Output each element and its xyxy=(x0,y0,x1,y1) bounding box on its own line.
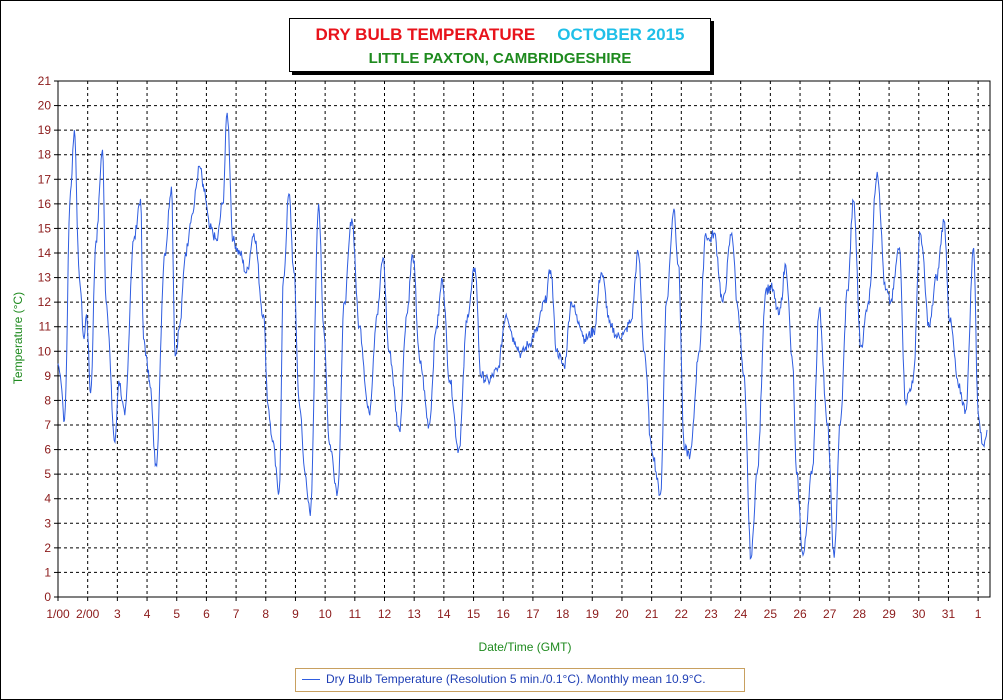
y-tick-label: 12 xyxy=(38,295,52,309)
series-layer xyxy=(57,112,988,560)
x-tick-label: 8 xyxy=(262,607,269,621)
y-tick-label: 13 xyxy=(38,271,52,285)
series-line-dry-bulb-temperature xyxy=(57,112,988,560)
y-tick-label: 21 xyxy=(38,74,52,88)
x-tick-label: 6 xyxy=(203,607,210,621)
x-axis-title: Date/Time (GMT) xyxy=(479,640,572,654)
y-tick-label: 7 xyxy=(44,418,51,432)
y-tick-label: 1 xyxy=(44,565,51,579)
y-tick-label: 19 xyxy=(38,123,52,137)
x-tick-label: 23 xyxy=(704,607,718,621)
plot-area xyxy=(57,80,991,598)
x-tick-label: 4 xyxy=(144,607,151,621)
x-tick-label: 28 xyxy=(853,607,867,621)
y-tick-label: 0 xyxy=(44,590,51,604)
legend-swatch xyxy=(302,679,320,680)
x-tick-label: 1/00 xyxy=(46,607,70,621)
x-tick-label: 20 xyxy=(615,607,629,621)
x-tick-label: 18 xyxy=(556,607,570,621)
x-tick-label: 12 xyxy=(378,607,392,621)
x-tick-label: 30 xyxy=(912,607,926,621)
x-tick-label: 22 xyxy=(675,607,689,621)
y-tick-label: 6 xyxy=(44,443,51,457)
x-tick-label: 27 xyxy=(823,607,837,621)
y-tick-label: 17 xyxy=(38,172,52,186)
chart-subtitle: LITTLE PAXTON, CAMBRIDGESHIRE xyxy=(368,50,632,67)
x-tick-label: 25 xyxy=(764,607,778,621)
x-tick-label: 19 xyxy=(586,607,600,621)
x-tick-label: 2/00 xyxy=(76,607,100,621)
y-tick-label: 8 xyxy=(44,393,51,407)
x-tick-label: 7 xyxy=(233,607,240,621)
x-tick-label: 26 xyxy=(793,607,807,621)
x-tick-label: 14 xyxy=(437,607,451,621)
y-tick-label: 10 xyxy=(38,344,52,358)
x-tick-label: 5 xyxy=(173,607,180,621)
title-box: DRY BULB TEMPERATURE OCTOBER 2015 LITTLE … xyxy=(289,18,711,72)
chart-period: OCTOBER 2015 xyxy=(557,25,685,44)
legend-label: Dry Bulb Temperature (Resolution 5 min./… xyxy=(326,672,706,686)
x-tick-label: 17 xyxy=(526,607,540,621)
x-tick-label: 29 xyxy=(882,607,896,621)
x-tick-label: 15 xyxy=(467,607,481,621)
x-tick-label: 9 xyxy=(292,607,299,621)
x-tick-label: 16 xyxy=(497,607,511,621)
y-axis-title: Temperature (°C) xyxy=(11,292,25,384)
x-tick-label: 13 xyxy=(407,607,421,621)
y-tick-label: 20 xyxy=(38,99,52,113)
y-tick-label: 11 xyxy=(39,320,52,334)
y-tick-label: 4 xyxy=(44,492,51,506)
y-tick-label: 3 xyxy=(44,516,51,530)
y-tick-label: 9 xyxy=(44,369,51,383)
y-tick-label: 18 xyxy=(38,148,52,162)
y-tick-label: 15 xyxy=(38,221,52,235)
x-tick-label: 11 xyxy=(349,607,362,621)
title-line: DRY BULB TEMPERATURE OCTOBER 2015 xyxy=(290,25,710,45)
legend: Dry Bulb Temperature (Resolution 5 min./… xyxy=(295,668,745,692)
x-tick-label: 1 xyxy=(975,607,982,621)
y-tick-label: 5 xyxy=(44,467,51,481)
y-tick-label: 16 xyxy=(38,197,52,211)
x-tick-label: 3 xyxy=(114,607,121,621)
y-tick-label: 14 xyxy=(38,246,52,260)
y-tick-label: 2 xyxy=(44,541,51,555)
chart-title: DRY BULB TEMPERATURE xyxy=(315,25,536,44)
x-tick-label: 10 xyxy=(318,607,332,621)
grid-layer xyxy=(57,80,991,598)
x-tick-label: 21 xyxy=(645,607,659,621)
x-tick-label: 31 xyxy=(942,607,956,621)
x-tick-label: 24 xyxy=(734,607,748,621)
